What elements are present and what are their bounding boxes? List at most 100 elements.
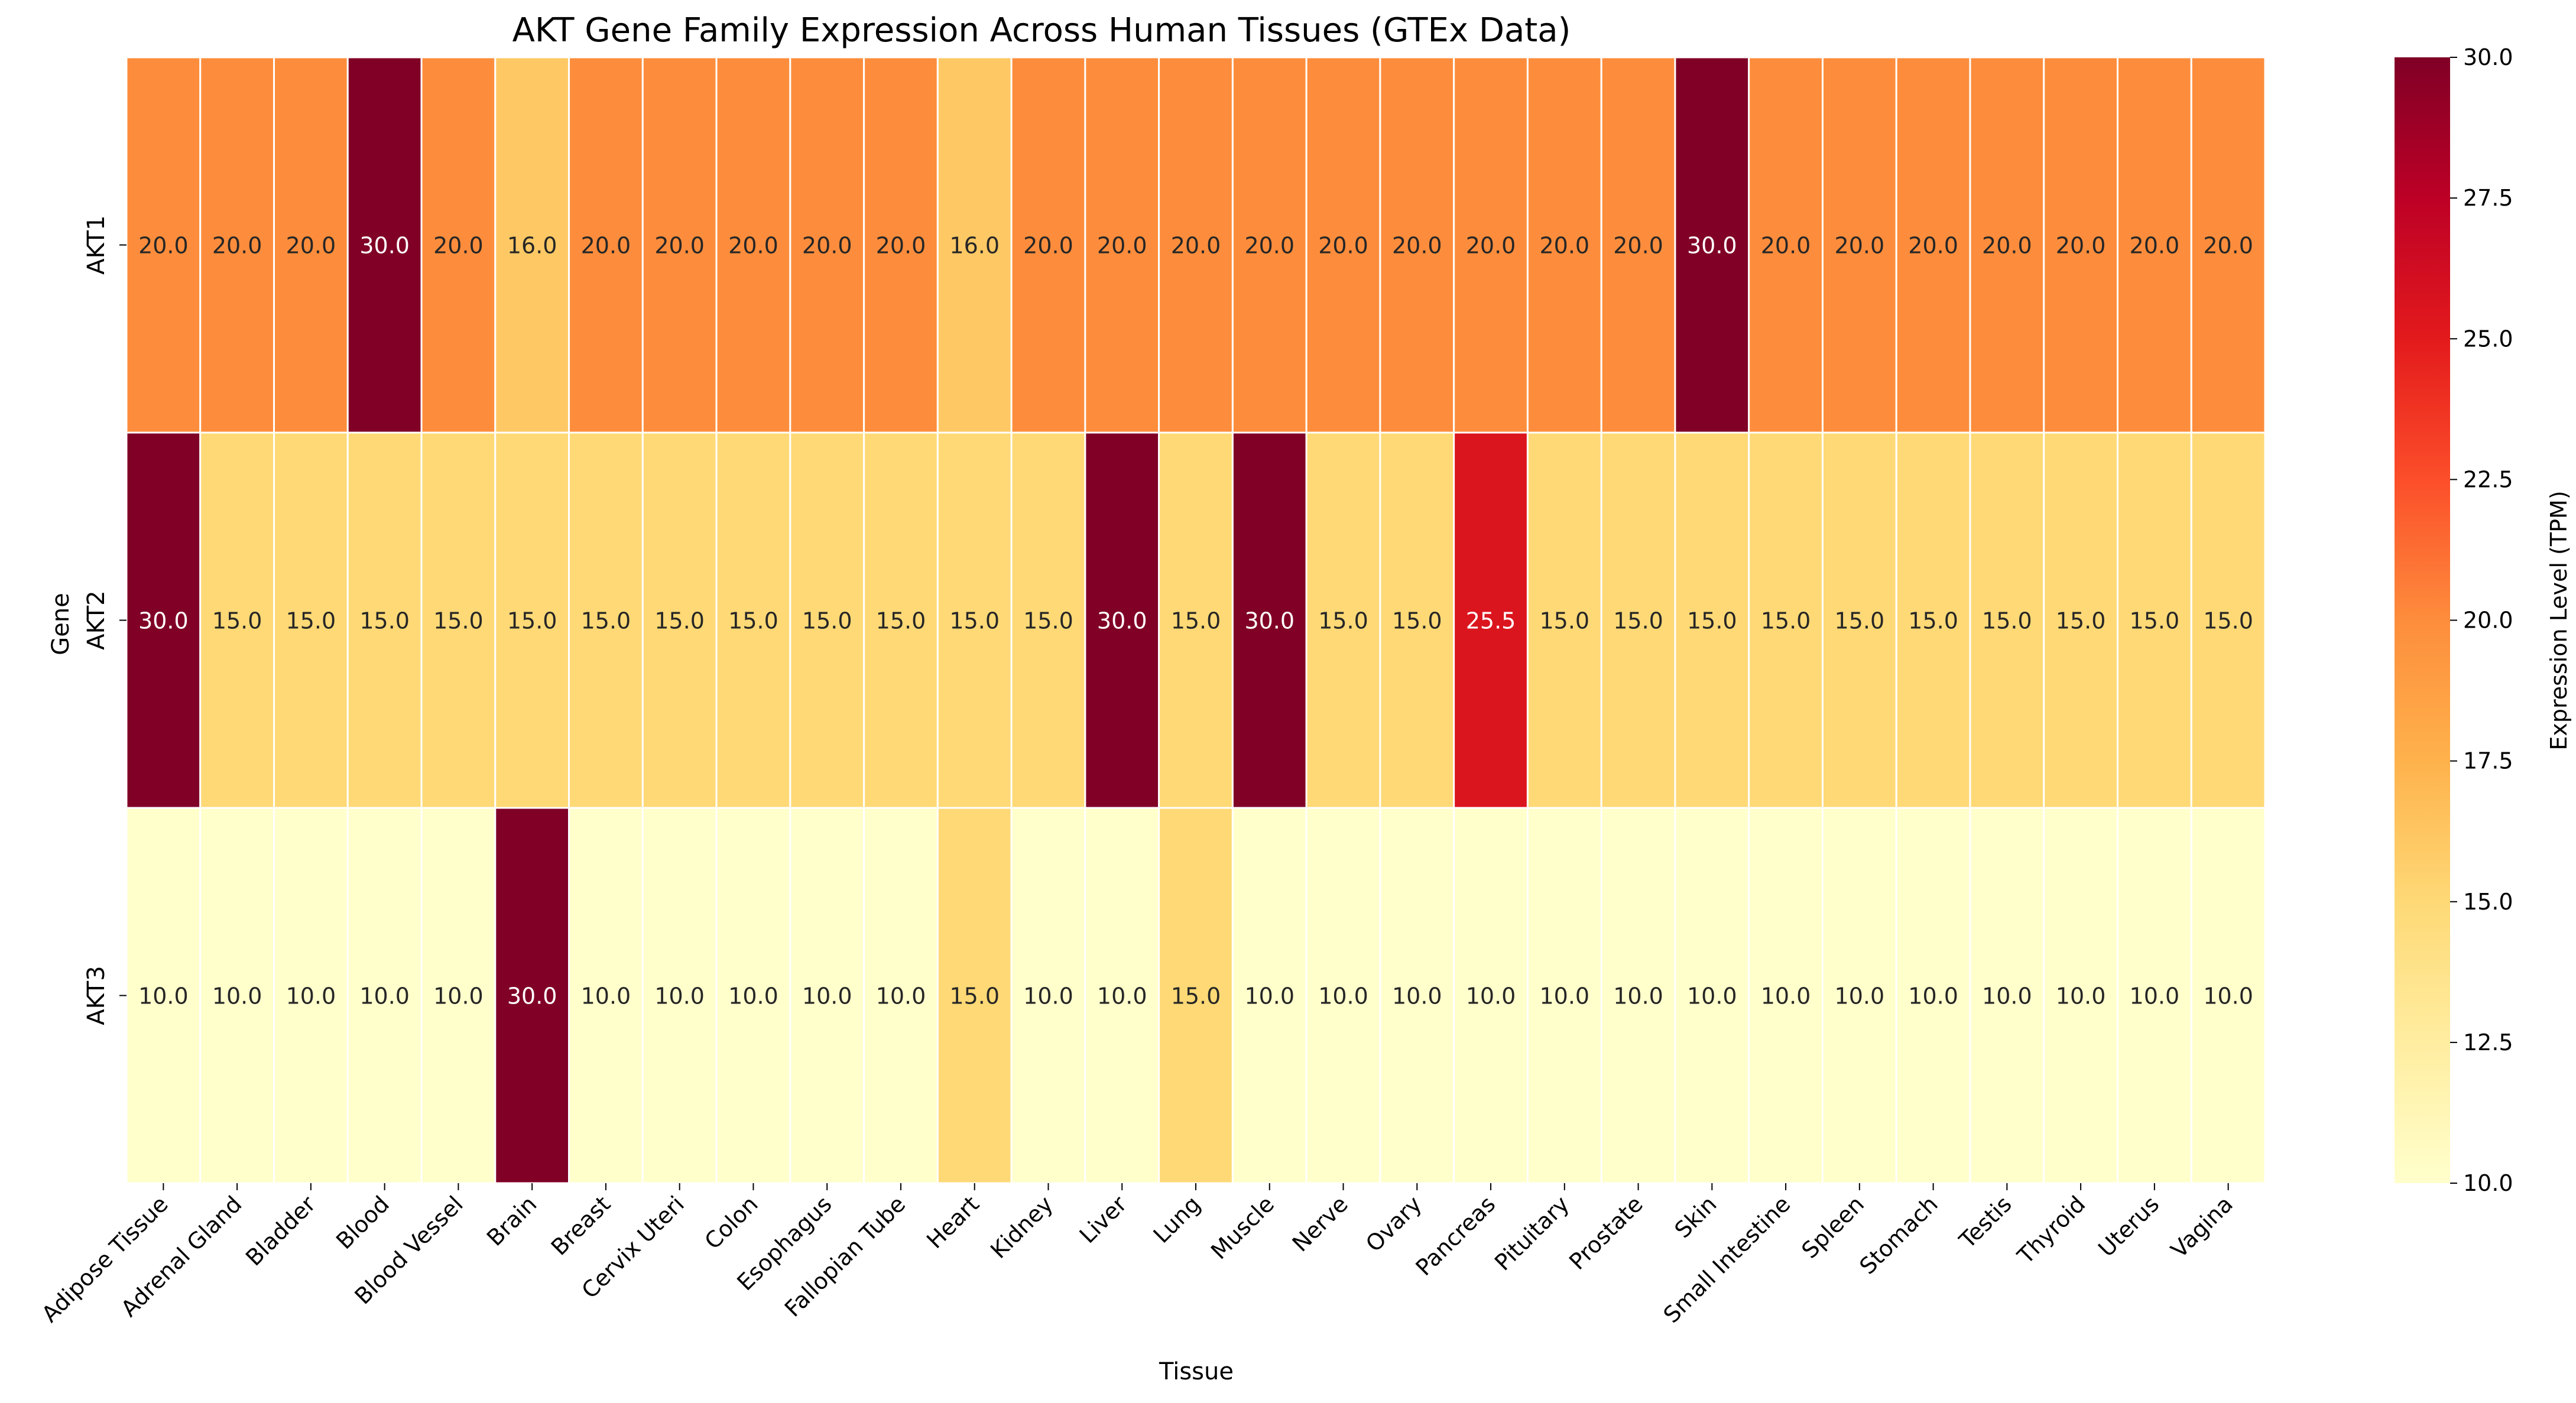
heatmap-cell [1748,807,1824,1184]
heatmap-cell [1600,807,1676,1184]
heatmap-cell [2190,807,2266,1184]
heatmap-cell [2116,56,2192,434]
cell-value-label: 10.0 [2203,983,2253,1009]
heatmap-cell [1821,807,1897,1184]
cell-value-label: 15.0 [359,608,410,634]
cell-value-label: 10.0 [1613,983,1663,1009]
cell-value-label: 15.0 [1982,608,2032,634]
heatmap-cell [2043,56,2118,434]
heatmap-cell [273,56,349,434]
heatmap-cell [199,56,275,434]
cell-value-label: 15.0 [2203,608,2253,634]
heatmap-cell [494,431,570,809]
cell-value-label: 10.0 [138,983,189,1009]
colorbar [2395,57,2450,1183]
cell-value-label: 15.0 [1539,608,1589,634]
cell-value-label: 10.0 [654,983,705,1009]
cell-value-label: 20.0 [1097,233,1147,259]
cell-value-label: 10.0 [1761,983,1811,1009]
heatmap-cell [2190,56,2266,434]
heatmap-cells [125,56,2266,1184]
x-tick-label: Nerve [1287,1191,1353,1256]
heatmap-cell [936,56,1013,434]
cell-value-label: 20.0 [2056,233,2106,259]
x-tick-label: Vagina [2166,1191,2238,1263]
cell-value-label: 15.0 [581,608,631,634]
cell-value-label: 15.0 [2130,608,2180,634]
colorbar-tick-label: 15.0 [2463,889,2513,915]
cell-value-label: 30.0 [1687,233,1737,259]
x-tick-label: Lung [1149,1191,1206,1248]
colorbar-tick-label: 25.0 [2463,326,2513,352]
cell-value-label: 20.0 [2130,233,2180,259]
cell-value-label: 15.0 [1761,608,1811,634]
cell-value-label: 20.0 [286,233,336,259]
x-tick-label: Breast [546,1191,616,1261]
colorbar-tick-label: 20.0 [2463,608,2513,634]
cell-value-label: 20.0 [802,233,852,259]
cell-value-label: 15.0 [654,608,705,634]
x-tick-label: Pancreas [1411,1191,1501,1281]
heatmap-cell [863,807,939,1184]
cell-value-label: 10.0 [1023,983,1073,1009]
heatmap-cell [1969,807,2045,1184]
heatmap-cell [789,431,865,809]
heatmap-cell [1305,431,1381,809]
x-tick-label: Heart [922,1191,984,1253]
cell-value-label: 15.0 [1023,608,1073,634]
heatmap-cell [494,56,570,434]
cell-value-label: 10.0 [1097,983,1147,1009]
x-tick-label: Pituitary [1490,1191,1574,1275]
cell-value-label: 10.0 [876,983,926,1009]
cell-value-label: 20.0 [1466,233,1516,259]
cell-value-label: 16.0 [507,233,557,259]
cell-value-label: 30.0 [1244,608,1295,634]
cell-value-label: 15.0 [286,608,336,634]
chart-title: AKT Gene Family Expression Across Human … [512,11,1571,50]
x-tick-label: Spleen [1796,1191,1869,1264]
heatmap-cell [125,807,202,1184]
heatmap-cell [863,431,939,809]
cell-value-label: 10.0 [1982,983,2032,1009]
heatmap-cell [1084,431,1160,809]
cell-value-label: 15.0 [1392,608,1442,634]
y-tick-label: AKT3 [83,966,110,1025]
cell-value-label: 30.0 [1097,608,1147,634]
heatmap-cell [568,431,644,809]
cell-value-label: 15.0 [949,608,1000,634]
y-tick-label: AKT2 [83,590,110,649]
heatmap-cell [789,807,865,1184]
x-tick-label: Testis [1954,1191,2017,1253]
x-tick-label: Thyroid [2012,1191,2091,1269]
heatmap-cell [1231,807,1308,1184]
cell-value-label: 15.0 [1171,608,1221,634]
cell-value-label: 15.0 [949,983,1000,1009]
cell-value-label: 15.0 [1835,608,1885,634]
x-tick-label: Small Intestine [1659,1191,1796,1328]
heatmap-cell [1600,56,1676,434]
cell-value-label: 20.0 [433,233,484,259]
heatmap-cell [1526,56,1602,434]
cell-value-label: 20.0 [1392,233,1442,259]
cell-value-labels: 20.0 20.0 20.0 30.0 20.0 16.0 20.0 20.0 20.0 20.0… [138,233,2253,1009]
cell-value-label: 15.0 [1318,608,1368,634]
cell-value-label: 15.0 [1171,983,1221,1009]
heatmap-cell [1821,431,1897,809]
heatmap-cell [1526,807,1602,1184]
heatmap-cell [1674,56,1750,434]
heatmap-cell [1453,807,1529,1184]
cell-value-label: 15.0 [1687,608,1737,634]
heatmap-cell [1748,56,1824,434]
cell-value-label: 15.0 [2056,608,2106,634]
cell-value-label: 10.0 [433,983,484,1009]
cell-value-label: 10.0 [286,983,336,1009]
heatmap-cell [715,431,791,809]
x-tick-label: Bladder [241,1191,320,1271]
cell-value-label: 15.0 [802,608,852,634]
cell-value-label: 10.0 [1687,983,1737,1009]
heatmap-cell [1895,807,1971,1184]
x-tick-label: Muscle [1206,1191,1279,1264]
cell-value-label: 10.0 [1908,983,1958,1009]
